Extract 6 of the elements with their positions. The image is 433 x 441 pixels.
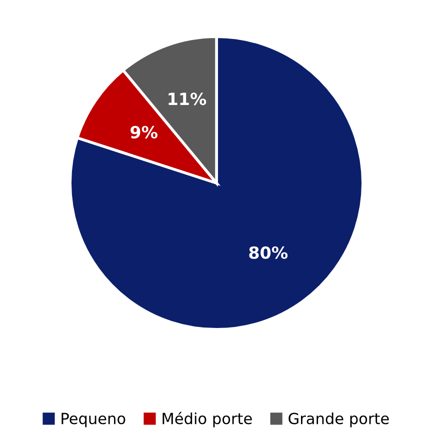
data-label: 9% [130, 126, 158, 138]
data-label: 11% [168, 92, 206, 106]
legend-label: Grande porte [288, 412, 389, 428]
legend-label: Médio porte [162, 412, 252, 428]
legend-label: Pequeno [62, 412, 126, 428]
data-label: 80% [249, 246, 288, 259]
